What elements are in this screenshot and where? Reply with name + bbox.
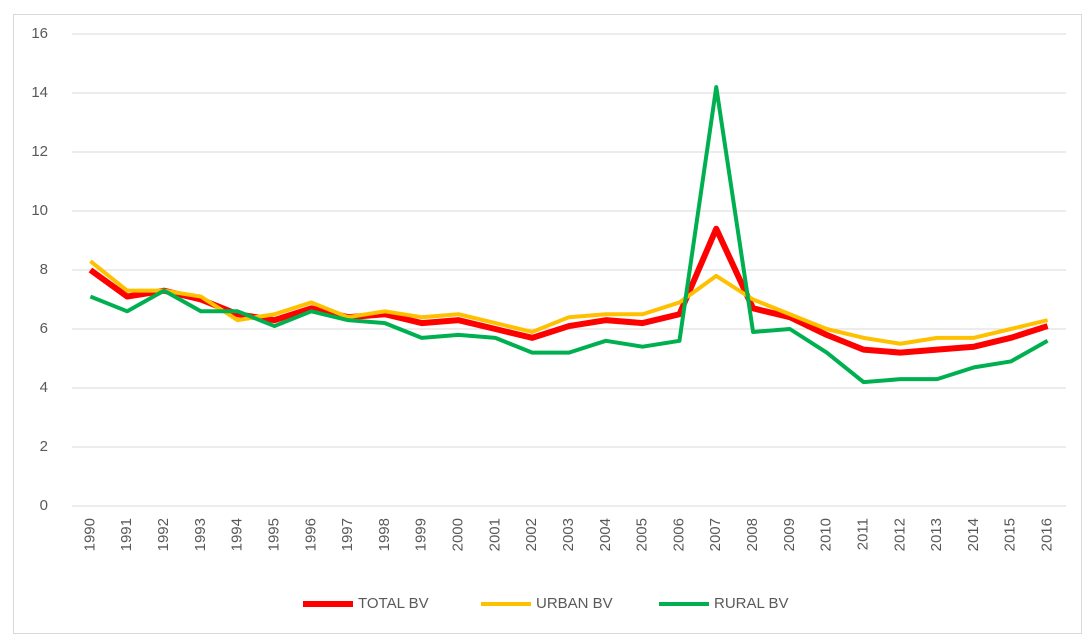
y-tick-label: 10 xyxy=(31,202,48,219)
legend-label: RURAL BV xyxy=(714,595,788,612)
x-tick-label: 1993 xyxy=(192,518,209,551)
x-tick-label: 2008 xyxy=(744,518,761,551)
x-tick-label: 1994 xyxy=(229,518,246,551)
y-tick-label: 12 xyxy=(31,143,48,160)
legend-label: TOTAL BV xyxy=(358,595,429,612)
x-tick-label: 1997 xyxy=(339,518,356,551)
x-tick-label: 2015 xyxy=(1002,518,1019,551)
y-tick-label: 2 xyxy=(40,438,48,455)
x-tick-label: 2013 xyxy=(928,518,945,551)
x-tick-label: 1999 xyxy=(413,518,430,551)
x-tick-label: 1991 xyxy=(118,518,135,551)
x-tick-label: 2000 xyxy=(450,518,467,551)
series-line xyxy=(89,259,1049,346)
y-tick-label: 8 xyxy=(40,261,48,278)
y-tick-label: 4 xyxy=(40,379,48,396)
series-line xyxy=(89,85,1049,385)
y-tick-label: 6 xyxy=(40,320,48,337)
x-tick-label: 2003 xyxy=(560,518,577,551)
x-tick-label: 1998 xyxy=(376,518,393,551)
y-tick-label: 0 xyxy=(40,497,48,514)
x-tick-label: 1995 xyxy=(265,518,282,551)
x-tick-label: 2006 xyxy=(670,518,687,551)
x-tick-label: 2002 xyxy=(523,518,540,551)
x-tick-label: 2012 xyxy=(891,518,908,551)
x-tick-label: 2005 xyxy=(634,518,651,551)
y-tick-label: 14 xyxy=(31,84,48,101)
x-tick-label: 2004 xyxy=(597,518,614,551)
x-tick-label: 2009 xyxy=(781,518,798,551)
x-tick-label: 1992 xyxy=(155,518,172,551)
x-tick-label: 1996 xyxy=(302,518,319,551)
x-tick-label: 2014 xyxy=(965,518,982,551)
x-tick-label: 1990 xyxy=(81,518,98,551)
legend-label: URBAN BV xyxy=(536,595,613,612)
chart-frame xyxy=(13,14,1082,634)
x-tick-label: 2010 xyxy=(818,518,835,551)
x-tick-label: 2001 xyxy=(486,518,503,551)
x-tick-label: 2011 xyxy=(854,518,871,550)
x-tick-label: 2016 xyxy=(1039,518,1056,551)
y-tick-label: 16 xyxy=(31,25,48,42)
series-line xyxy=(88,225,1049,356)
x-tick-label: 2007 xyxy=(707,518,724,551)
